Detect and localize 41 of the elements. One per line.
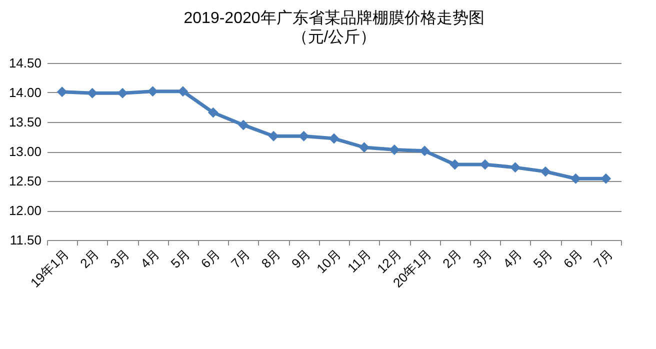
- point: [178, 86, 188, 97]
- chart-title: 2019-2020年广东省某品牌棚膜价格走势图: [184, 9, 484, 27]
- x-tick-label: 2月: [440, 246, 465, 271]
- x-tick-label: 3月: [107, 246, 132, 271]
- x-tick-label: 10月: [314, 246, 344, 276]
- point: [358, 142, 370, 153]
- point: [480, 159, 490, 170]
- x-tick-label: 7月: [228, 246, 254, 271]
- point: [117, 88, 128, 98]
- point: [600, 173, 612, 184]
- x-tick-label: 7月: [590, 246, 616, 271]
- y-tick-label: 13.50: [8, 114, 42, 130]
- x-tick-label: 6月: [560, 246, 586, 271]
- y-tick-label: 12.00: [8, 203, 42, 218]
- point: [238, 120, 249, 130]
- y-tick-label: 14.50: [8, 56, 42, 70]
- y-tick-label: 13.00: [8, 144, 42, 159]
- x-tick-label: 2月: [77, 246, 102, 271]
- point: [540, 166, 551, 177]
- x-tick-label: 5月: [530, 246, 556, 271]
- x-tick-label: 9月: [288, 246, 314, 271]
- point: [389, 144, 400, 155]
- x-tick-label: 4月: [500, 246, 525, 271]
- y-tick-label: 14.00: [8, 85, 42, 100]
- y-tick-label: 12.50: [8, 174, 42, 188]
- point: [268, 130, 279, 142]
- x-tick-label: 4月: [138, 246, 162, 271]
- point: [328, 133, 340, 144]
- x-tick-label: 6月: [198, 246, 223, 271]
- point: [208, 107, 218, 118]
- x-tick-label: 19年1月: [27, 246, 72, 290]
- x-tick-label: 3月: [470, 246, 495, 271]
- x-tick-label: 5月: [168, 246, 193, 271]
- chart-subtitle: （元/公斤）: [292, 28, 376, 46]
- point: [570, 173, 581, 184]
- point: [56, 86, 68, 98]
- y-tick-label: 11.50: [10, 232, 42, 248]
- point: [298, 130, 310, 142]
- point: [510, 162, 521, 173]
- x-tick-label: 8月: [258, 246, 284, 271]
- x-tick-label: 11月: [344, 246, 374, 276]
